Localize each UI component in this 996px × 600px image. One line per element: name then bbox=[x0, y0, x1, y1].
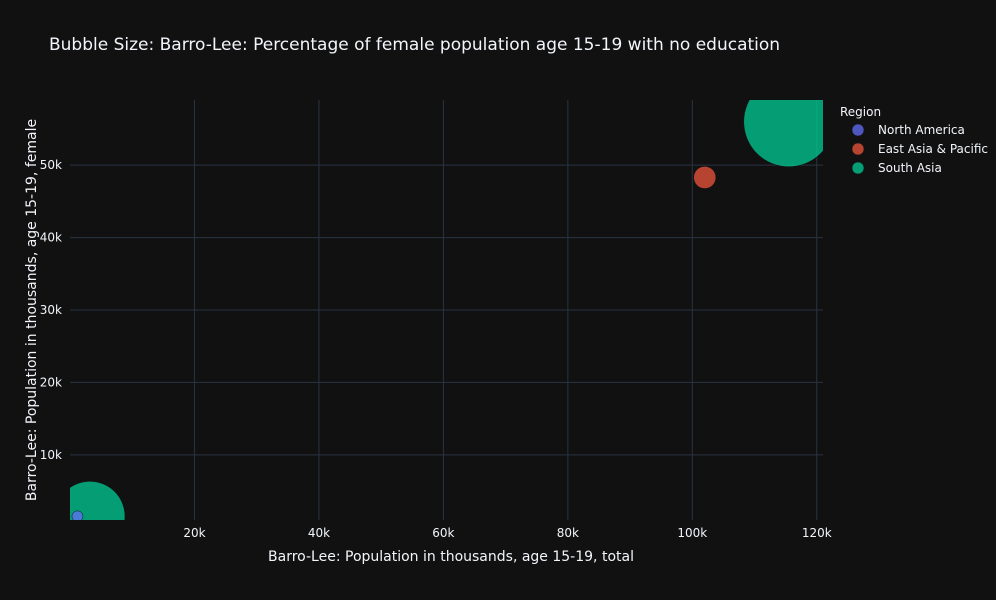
bubble-point bbox=[71, 510, 84, 520]
x-tick-label: 120k bbox=[802, 526, 832, 540]
legend-title: Region bbox=[840, 105, 881, 119]
x-tick-label: 100k bbox=[677, 526, 707, 540]
y-tick-label: 20k bbox=[40, 375, 62, 389]
bubble-point bbox=[70, 481, 126, 520]
y-tick-label: 30k bbox=[40, 303, 62, 317]
legend-marker bbox=[851, 142, 865, 156]
x-axis-ticks: 20k 40k 60k 80k 100k 120k bbox=[183, 526, 831, 540]
x-tick-label: 20k bbox=[183, 526, 205, 540]
chart-title: Bubble Size: Barro-Lee: Percentage of fe… bbox=[49, 35, 780, 55]
legend-item-label: South Asia bbox=[878, 161, 942, 175]
y-axis-label: Barro-Lee: Population in thousands, age … bbox=[24, 119, 40, 501]
y-tick-label: 10k bbox=[40, 448, 62, 462]
legend-item-label: North America bbox=[878, 123, 965, 137]
y-axis-ticks: 10k 20k 30k 40k 50k bbox=[40, 158, 62, 462]
legend-item-label: East Asia & Pacific bbox=[878, 142, 988, 156]
x-tick-label: 60k bbox=[432, 526, 454, 540]
bubble-point bbox=[693, 166, 717, 189]
x-tick-label: 80k bbox=[557, 526, 579, 540]
legend-marker bbox=[851, 161, 865, 175]
x-axis-label: Barro-Lee: Population in thousands, age … bbox=[268, 549, 634, 565]
bubble-point bbox=[743, 100, 823, 167]
x-tick-label: 40k bbox=[308, 526, 330, 540]
y-tick-label: 50k bbox=[40, 158, 62, 172]
legend-marker bbox=[851, 123, 865, 137]
bubbles bbox=[70, 100, 823, 520]
y-tick-label: 40k bbox=[40, 231, 62, 245]
legend: Region North America East Asia & Pacific S… bbox=[840, 105, 988, 175]
grid-lines bbox=[70, 100, 823, 520]
